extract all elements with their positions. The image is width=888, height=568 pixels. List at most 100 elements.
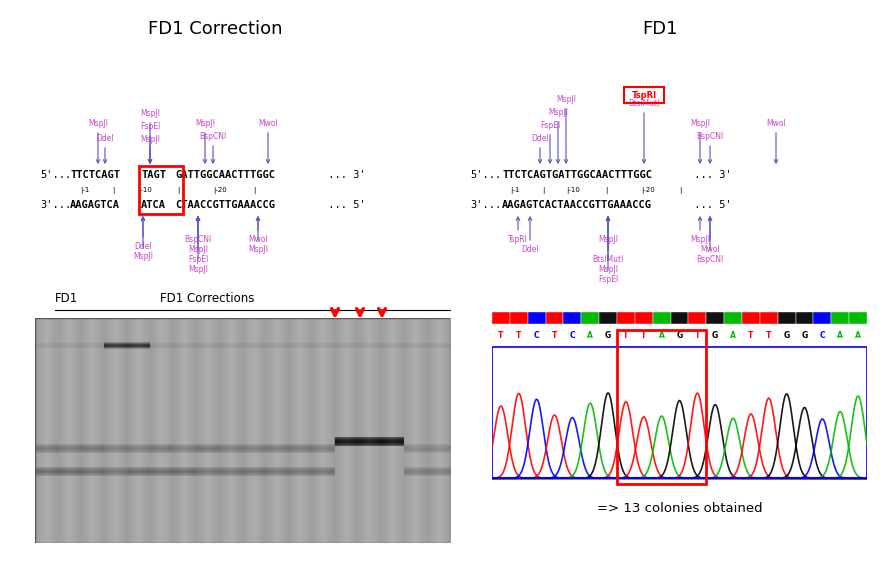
Text: MspJI: MspJI xyxy=(140,109,160,118)
Bar xyxy=(796,312,813,324)
Bar xyxy=(492,347,867,478)
Text: 5'...: 5'... xyxy=(470,170,501,180)
Bar xyxy=(831,312,849,324)
Bar xyxy=(624,87,664,103)
Text: |: | xyxy=(177,186,179,194)
Text: MspJI: MspJI xyxy=(548,108,568,117)
Text: AAGAGTCACTAACCGTTGAAACCG: AAGAGTCACTAACCGTTGAAACCG xyxy=(502,200,652,210)
Text: MwoI: MwoI xyxy=(700,245,720,254)
Bar xyxy=(527,312,545,324)
Bar xyxy=(510,312,527,324)
Text: MspJI: MspJI xyxy=(133,252,153,261)
Text: |: | xyxy=(112,186,115,194)
Text: ... 5': ... 5' xyxy=(322,200,366,210)
Text: DdeI: DdeI xyxy=(531,134,549,143)
Text: |-20: |-20 xyxy=(641,186,654,194)
Text: A: A xyxy=(837,331,843,340)
Text: MspJI: MspJI xyxy=(188,265,208,274)
Bar xyxy=(492,312,510,324)
Text: A: A xyxy=(587,331,593,340)
Text: DdeI: DdeI xyxy=(521,245,539,254)
Text: |-1: |-1 xyxy=(80,186,90,194)
Text: T: T xyxy=(749,331,754,340)
Bar xyxy=(139,166,183,214)
Text: TspRI: TspRI xyxy=(631,90,656,99)
Text: T: T xyxy=(551,331,557,340)
Text: MwoI: MwoI xyxy=(766,119,786,128)
Text: MspJI: MspJI xyxy=(195,119,215,128)
Text: BtsIMutI: BtsIMutI xyxy=(592,255,623,264)
Text: T: T xyxy=(766,331,772,340)
Bar xyxy=(653,312,670,324)
Bar xyxy=(599,312,617,324)
Text: ... 3': ... 3' xyxy=(688,170,732,180)
Text: G: G xyxy=(783,331,789,340)
Bar xyxy=(563,312,582,324)
Text: GATTGGCAACTTTGGC: GATTGGCAACTTTGGC xyxy=(175,170,275,180)
Bar xyxy=(760,312,778,324)
Text: |-20: |-20 xyxy=(213,186,226,194)
Bar xyxy=(582,312,599,324)
Text: C: C xyxy=(534,331,539,340)
Text: |: | xyxy=(542,186,544,194)
Text: |-1: |-1 xyxy=(511,186,519,194)
Text: MspJI: MspJI xyxy=(690,119,710,128)
Text: C: C xyxy=(820,331,825,340)
Bar xyxy=(670,312,688,324)
Text: FspEI: FspEI xyxy=(540,121,560,130)
Text: MspJI: MspJI xyxy=(690,235,710,244)
Text: TAGT: TAGT xyxy=(141,170,166,180)
Text: |-10: |-10 xyxy=(138,186,152,194)
Bar xyxy=(742,312,760,324)
Text: TTCTCAGT: TTCTCAGT xyxy=(70,170,120,180)
Text: ATCA: ATCA xyxy=(141,200,166,210)
Text: 5'...: 5'... xyxy=(40,170,71,180)
Text: 3'...: 3'... xyxy=(40,200,71,210)
Text: |: | xyxy=(253,186,255,194)
Text: MspJI: MspJI xyxy=(188,245,208,254)
Text: |-10: |-10 xyxy=(566,186,580,194)
Text: G: G xyxy=(605,331,611,340)
Text: 3'...: 3'... xyxy=(470,200,501,210)
Text: T: T xyxy=(623,331,629,340)
Bar xyxy=(635,312,653,324)
Text: T: T xyxy=(641,331,646,340)
Text: G: G xyxy=(801,331,807,340)
Text: A: A xyxy=(855,331,861,340)
Bar xyxy=(545,312,563,324)
Text: ... 3': ... 3' xyxy=(322,170,366,180)
Text: ... 5': ... 5' xyxy=(688,200,732,210)
Text: T: T xyxy=(498,331,503,340)
Text: BspCNI: BspCNI xyxy=(200,132,226,141)
Text: MspJI: MspJI xyxy=(140,135,160,144)
Text: BtsIMutI: BtsIMutI xyxy=(629,99,660,108)
Text: TTCTCAGTGATTGGCAACTTTGGC: TTCTCAGTGATTGGCAACTTTGGC xyxy=(502,170,652,180)
Text: A: A xyxy=(730,331,736,340)
Text: MspJI: MspJI xyxy=(556,95,576,104)
Text: MspJI: MspJI xyxy=(248,245,268,254)
Text: BspCNI: BspCNI xyxy=(696,132,724,141)
Text: BspCNI: BspCNI xyxy=(696,255,724,264)
Text: G: G xyxy=(712,331,718,340)
Text: A: A xyxy=(659,331,664,340)
Text: MspJI: MspJI xyxy=(598,235,618,244)
Text: => 13 colonies obtained: => 13 colonies obtained xyxy=(598,502,763,515)
Text: FD1: FD1 xyxy=(55,292,78,305)
Text: G: G xyxy=(677,331,683,340)
Text: FspEI: FspEI xyxy=(188,255,208,264)
Text: DdeI: DdeI xyxy=(134,242,152,251)
Bar xyxy=(617,329,706,483)
Text: FspEI: FspEI xyxy=(140,122,160,131)
Text: T: T xyxy=(694,331,700,340)
Bar xyxy=(706,312,724,324)
Text: FspEI: FspEI xyxy=(598,275,618,284)
Bar xyxy=(688,312,706,324)
Text: |: | xyxy=(605,186,607,194)
Text: MspJI: MspJI xyxy=(598,265,618,274)
Text: FD1 Corrections: FD1 Corrections xyxy=(160,292,254,305)
Bar xyxy=(724,312,742,324)
Text: C: C xyxy=(569,331,575,340)
Bar xyxy=(617,312,635,324)
Text: |: | xyxy=(678,186,681,194)
Text: MspJI: MspJI xyxy=(88,119,108,128)
